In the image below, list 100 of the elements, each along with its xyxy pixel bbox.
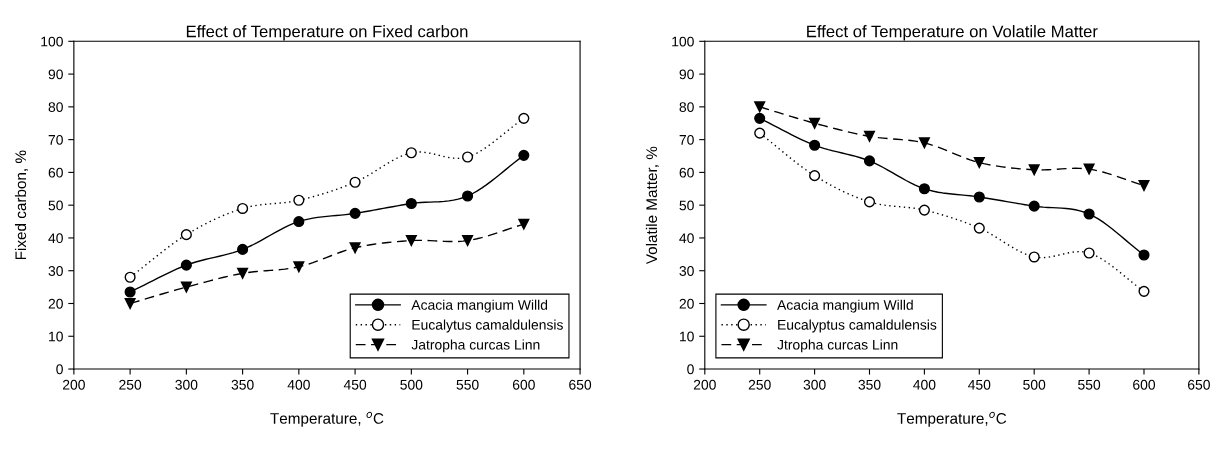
y-tick-label: 90 xyxy=(679,69,694,80)
legend-label: Jtropha curcas Linn xyxy=(777,339,898,353)
point xyxy=(293,194,305,206)
x-axis-title: Temperature, $^{o}$C xyxy=(270,411,384,427)
x-tick-label: 550 xyxy=(1078,379,1101,390)
x-axis-title: Temperature,$^{o}$C xyxy=(897,411,1007,427)
point xyxy=(1083,247,1095,259)
x-tick-label: 350 xyxy=(231,379,254,390)
y-tick-label: 70 xyxy=(679,134,694,145)
point xyxy=(518,112,530,124)
x-tick-label: 250 xyxy=(119,379,142,390)
y-tick-label: 100 xyxy=(41,36,63,47)
x-tick-label: 450 xyxy=(968,379,991,390)
y-axis-title: Volatile Matter, % xyxy=(645,146,659,265)
y-tick-label: 30 xyxy=(679,266,694,276)
x-tick-label: 400 xyxy=(913,379,936,390)
y-tick-label: 60 xyxy=(679,167,694,178)
y-tick-label: 0 xyxy=(56,364,63,375)
x-tick-label: 300 xyxy=(803,379,826,390)
x-tick-label: 600 xyxy=(1133,379,1156,390)
chart-title: Effect of Temperature on Fixed carbon xyxy=(186,25,468,41)
y-tick-label: 50 xyxy=(679,200,694,211)
point xyxy=(124,286,136,298)
point xyxy=(809,117,821,129)
x-tick-label: 650 xyxy=(569,379,592,390)
point xyxy=(349,176,361,188)
point xyxy=(237,202,249,215)
x-tick-label: 650 xyxy=(1188,379,1210,390)
x-tick-label: 300 xyxy=(175,379,198,390)
x-tick-label: 400 xyxy=(287,379,310,390)
y-tick-label: 30 xyxy=(48,266,63,276)
point xyxy=(863,196,876,208)
point xyxy=(124,297,136,310)
point xyxy=(518,149,530,161)
point xyxy=(973,157,985,169)
x-tick-label: 500 xyxy=(1023,379,1046,390)
y-tick-label: 90 xyxy=(48,69,63,80)
point xyxy=(754,127,766,139)
point xyxy=(1138,179,1150,192)
point xyxy=(863,130,876,142)
x-tick-label: 200 xyxy=(693,379,716,390)
x-tick-label: 350 xyxy=(858,379,881,390)
x-tick-label: 550 xyxy=(456,379,479,390)
point xyxy=(809,139,821,151)
point xyxy=(1138,249,1150,261)
y-tick-label: 0 xyxy=(687,364,694,375)
point xyxy=(918,204,930,216)
point xyxy=(1138,285,1150,297)
point xyxy=(405,197,417,210)
point xyxy=(462,151,474,163)
legend-label: Acacia mangium Willd xyxy=(777,299,913,313)
point xyxy=(1028,164,1040,176)
point xyxy=(518,218,530,230)
y-axis-title: Fixed carbon, % xyxy=(14,150,28,260)
point xyxy=(237,243,249,255)
legend-label: Eucalyptus camaldulensis xyxy=(778,319,937,333)
point xyxy=(863,155,876,167)
point xyxy=(1028,251,1040,263)
point xyxy=(180,229,192,241)
legend-label: Acacia mangium Willd xyxy=(411,299,548,313)
point xyxy=(918,183,930,195)
point xyxy=(349,207,361,219)
point xyxy=(237,267,249,279)
x-tick-label: 500 xyxy=(400,379,423,390)
point xyxy=(293,216,305,228)
y-tick-label: 100 xyxy=(672,36,694,47)
x-tick-label: 600 xyxy=(512,379,535,390)
y-tick-label: 10 xyxy=(680,331,694,342)
y-tick-label: 70 xyxy=(48,134,63,145)
y-tick-label: 60 xyxy=(48,167,63,178)
point xyxy=(462,235,474,247)
point xyxy=(918,137,930,149)
y-tick-label: 20 xyxy=(48,298,63,309)
y-tick-label: 40 xyxy=(679,233,694,244)
point xyxy=(124,271,136,283)
y-tick-label: 20 xyxy=(679,298,694,309)
point xyxy=(754,101,766,113)
point xyxy=(293,261,305,273)
x-tick-label: 450 xyxy=(343,379,367,390)
point xyxy=(973,191,985,203)
point xyxy=(180,259,192,271)
legend-label: Eucalytus camaldulensis xyxy=(412,319,563,333)
point xyxy=(405,235,417,247)
y-tick-label: 40 xyxy=(48,233,63,244)
point xyxy=(973,222,985,234)
y-tick-label: 80 xyxy=(48,102,63,113)
y-tick-label: 80 xyxy=(679,102,694,113)
point xyxy=(180,281,192,293)
y-tick-label: 50 xyxy=(48,200,63,211)
legend-label: Jatropha curcas Linn xyxy=(411,339,540,353)
point xyxy=(809,170,821,182)
point xyxy=(349,242,361,254)
point xyxy=(1083,163,1095,175)
x-tick-label: 250 xyxy=(748,379,771,390)
point xyxy=(1083,208,1095,220)
point xyxy=(462,190,474,202)
point xyxy=(405,147,417,159)
point xyxy=(1028,200,1040,212)
chart-title: Effect of Temperature on Volatile Matter xyxy=(807,25,1098,41)
x-tick-label: 200 xyxy=(62,379,85,390)
